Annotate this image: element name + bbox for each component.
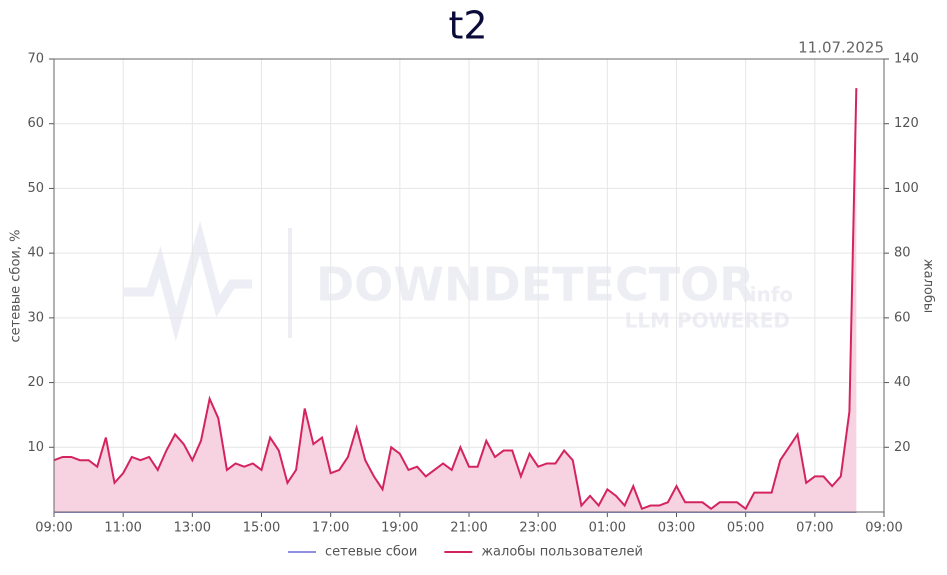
x-tick-label: 01:00 <box>589 521 626 536</box>
y-tick-label: 30 <box>27 310 44 325</box>
watermark: DOWNDETECTOR .info LLM POWERED <box>124 220 793 342</box>
series-line <box>53 88 858 511</box>
x-tick-label: 07:00 <box>796 521 833 536</box>
plot-frame <box>53 58 885 513</box>
y-tick-label: 60 <box>27 116 44 131</box>
x-tick-label: 09:00 <box>35 521 72 536</box>
watermark-text: DOWNDETECTOR <box>316 258 755 312</box>
y2-tick-label: 60 <box>894 310 911 325</box>
x-tick-label: 09:00 <box>865 521 902 536</box>
date: 11.07.2025 <box>798 39 884 57</box>
legend-label: жалобы пользователей <box>481 545 643 560</box>
x-tick-label: 23:00 <box>519 521 556 536</box>
x-tick-label: 19:00 <box>381 521 418 536</box>
x-tick-label: 15:00 <box>243 521 280 536</box>
y2-tick-label: 80 <box>894 246 911 261</box>
x-tick-label: 13:00 <box>174 521 211 536</box>
y2-axis-label: жалобы <box>921 259 936 313</box>
y2-tick-label: 140 <box>894 52 919 67</box>
watermark-logo <box>124 220 252 342</box>
x-tick-label: 21:00 <box>450 521 487 536</box>
y2-tick-label: 20 <box>894 440 911 455</box>
y2-tick-label: 100 <box>894 181 919 196</box>
y-axis-label: сетевые сбои, % <box>9 230 24 343</box>
chart-title: t2 <box>448 4 487 48</box>
y-tick-label: 40 <box>27 246 44 261</box>
x-tick-label: 05:00 <box>727 521 764 536</box>
y2-tick-label: 120 <box>894 116 919 131</box>
y-tick-label: 50 <box>27 181 44 196</box>
watermark-text: .info <box>742 283 793 307</box>
x-tick-label: 17:00 <box>312 521 349 536</box>
x-tick-label: 11:00 <box>104 521 141 536</box>
y2-tick-label: 40 <box>894 375 911 390</box>
watermark-text: LLM POWERED <box>625 309 790 333</box>
area <box>54 88 857 512</box>
y-tick-label: 10 <box>27 440 44 455</box>
legend-label: сетевые сбои <box>325 545 417 560</box>
y-tick-label: 20 <box>27 375 44 390</box>
y-tick-label: 70 <box>27 52 44 67</box>
x-tick-label: 03:00 <box>658 521 695 536</box>
